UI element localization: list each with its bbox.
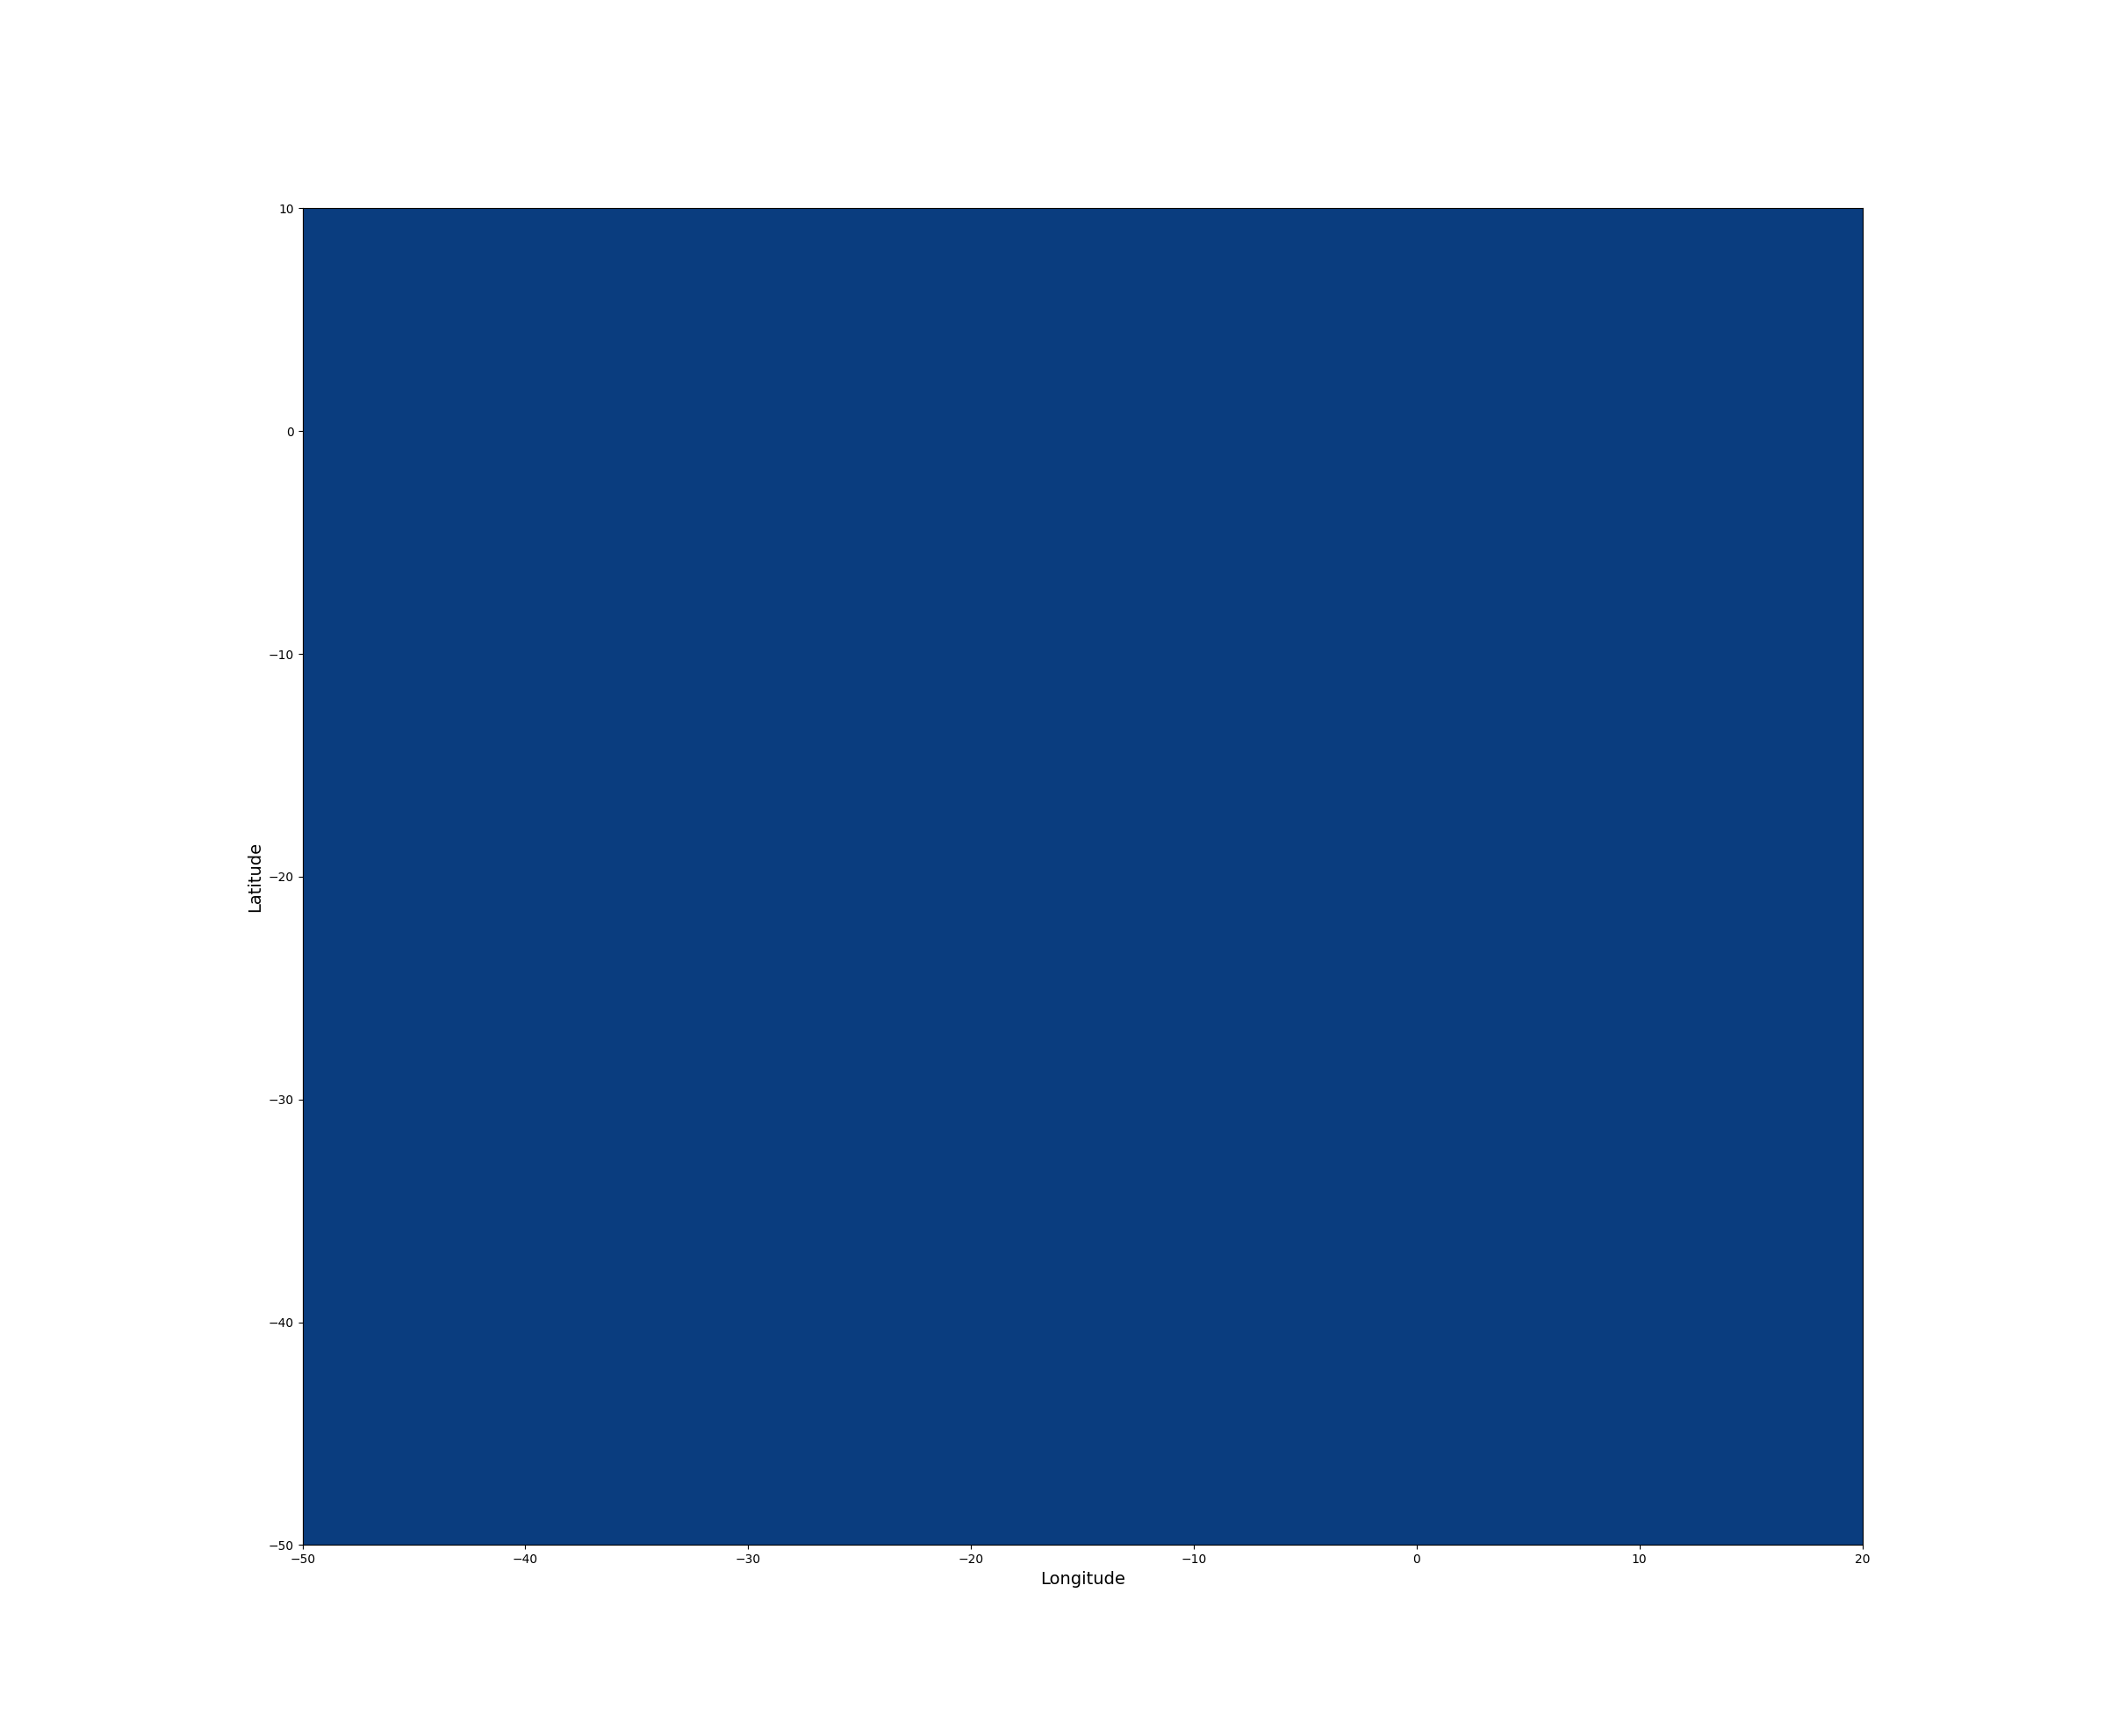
Y-axis label: Latitude: Latitude [247,842,264,911]
X-axis label: Longitude: Longitude [1039,1571,1126,1587]
